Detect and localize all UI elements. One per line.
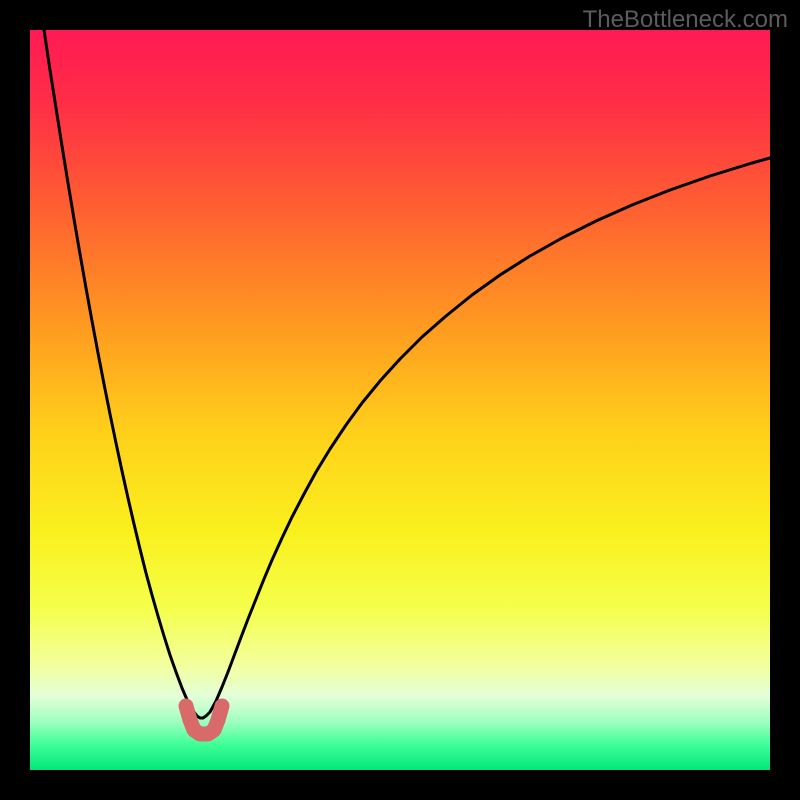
bottleneck-chart [0,0,800,800]
chart-background-gradient [30,30,770,770]
source-watermark: TheBottleneck.com [583,6,788,34]
chart-container: TheBottleneck.com [0,0,800,800]
